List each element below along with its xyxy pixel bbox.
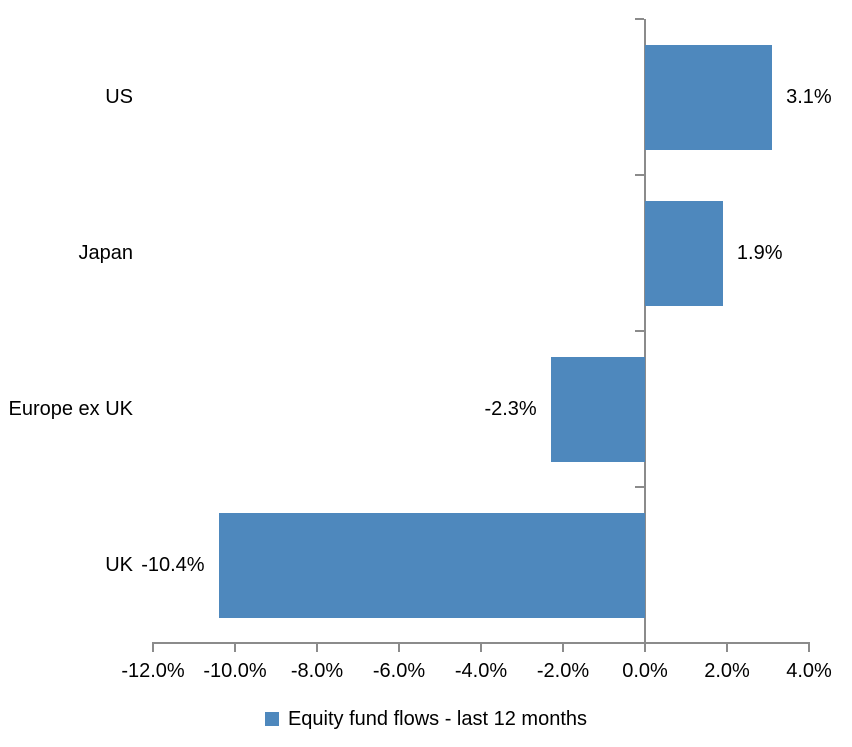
category-label-europe-ex-uk: Europe ex UK xyxy=(8,398,133,420)
x-tick-label: -6.0% xyxy=(372,660,426,682)
x-axis-tick-mark xyxy=(316,642,318,652)
category-label-japan: Japan xyxy=(78,242,134,264)
x-axis-tick-mark xyxy=(234,642,236,652)
x-axis-tick-mark xyxy=(152,642,154,652)
category-boundary-tick-mark xyxy=(635,174,644,176)
x-tick-label: -10.0% xyxy=(203,660,267,682)
legend-label: Equity fund flows - last 12 months xyxy=(287,708,588,730)
x-tick-label: -2.0% xyxy=(536,660,590,682)
category-boundary-tick-mark xyxy=(635,486,644,488)
x-axis-tick-mark xyxy=(562,642,564,652)
bar-japan xyxy=(645,200,723,306)
category-label-us: US xyxy=(105,86,133,108)
x-tick-label: -4.0% xyxy=(454,660,508,682)
x-axis-tick-mark xyxy=(398,642,400,652)
category-boundary-tick-mark xyxy=(635,330,644,332)
data-label-us: 3.1% xyxy=(786,86,832,108)
x-tick-label: -8.0% xyxy=(290,660,344,682)
x-axis-tick-mark xyxy=(480,642,482,652)
x-tick-label: 4.0% xyxy=(786,660,832,682)
x-tick-label: 0.0% xyxy=(622,660,668,682)
category-boundary-tick-mark xyxy=(635,18,644,20)
data-label-uk: -10.4% xyxy=(141,554,205,576)
y-axis-line xyxy=(644,19,646,644)
bar-europe-ex-uk xyxy=(550,356,645,462)
data-label-europe-ex-uk: -2.3% xyxy=(484,398,537,420)
data-label-japan: 1.9% xyxy=(736,242,783,264)
legend: Equity fund flows - last 12 months xyxy=(0,707,852,731)
x-axis-tick-mark xyxy=(808,642,810,652)
x-tick-label: 2.0% xyxy=(704,660,750,682)
bar-us xyxy=(645,44,773,150)
x-tick-label: -12.0% xyxy=(121,660,185,682)
bar-uk xyxy=(218,512,645,618)
x-axis-tick-mark xyxy=(726,642,728,652)
x-axis-tick-mark xyxy=(644,642,646,652)
category-boundary-tick-mark xyxy=(635,642,644,644)
category-label-uk: UK xyxy=(105,554,133,576)
legend-swatch-icon xyxy=(264,712,279,726)
